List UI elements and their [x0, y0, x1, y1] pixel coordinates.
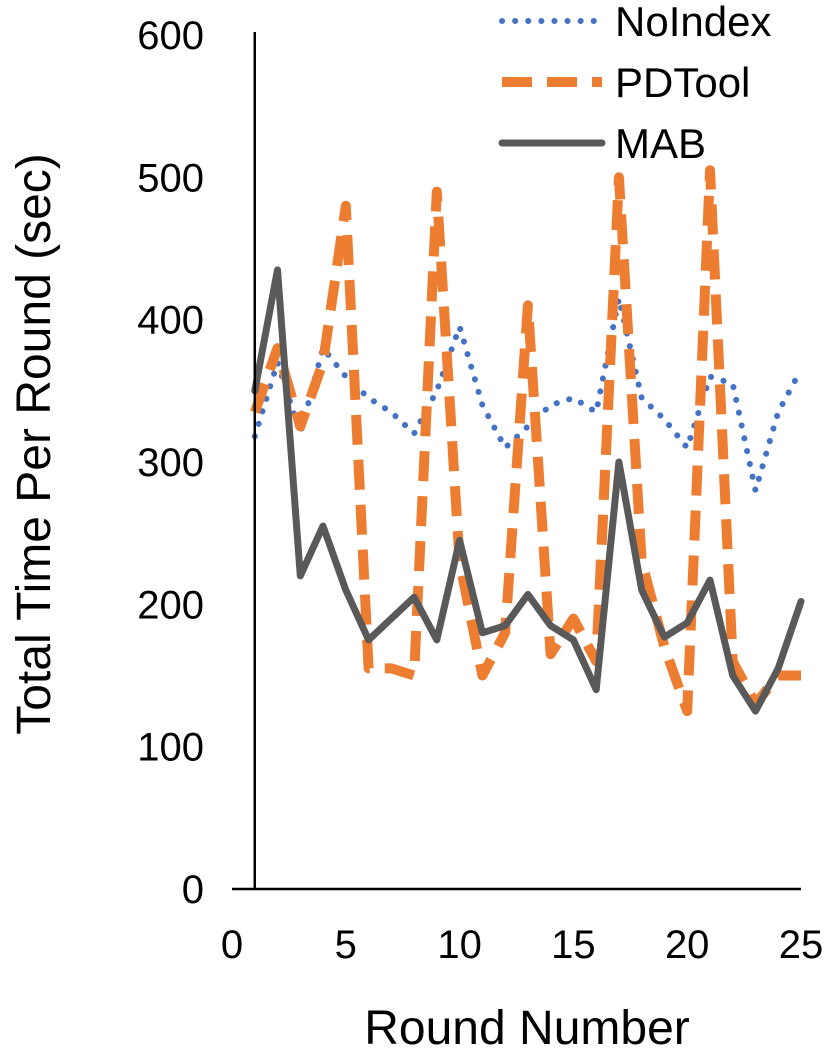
x-axis-title: Round Number — [364, 1002, 690, 1055]
legend: NoIndex PDTool MAB — [498, 0, 771, 167]
series-line-noindex — [251, 295, 804, 494]
y-tick-label: 0 — [182, 868, 204, 912]
x-tick-label: 25 — [779, 923, 824, 967]
x-tick-label: 10 — [437, 923, 482, 967]
y-tick-label: 300 — [137, 441, 204, 485]
x-tick-labels: 0 5 10 15 20 25 — [221, 923, 823, 967]
series-lines — [250, 165, 805, 717]
x-tick-label: 0 — [221, 923, 243, 967]
y-tick-labels: 0 100 200 300 400 500 600 — [137, 14, 204, 912]
x-tick-label: 15 — [551, 923, 596, 967]
legend-label-mab: MAB — [615, 120, 706, 167]
y-tick-label: 400 — [137, 299, 204, 343]
y-tick-label: 500 — [137, 156, 204, 200]
y-tick-label: 600 — [137, 14, 204, 58]
series-line-pdtool — [250, 165, 801, 717]
y-tick-label: 100 — [137, 726, 204, 770]
series-line-mab — [251, 266, 805, 715]
y-tick-label: 200 — [137, 583, 204, 627]
legend-label-pdtool: PDTool — [615, 59, 750, 106]
legend-label-noindex: NoIndex — [615, 0, 771, 45]
x-tick-label: 20 — [665, 923, 710, 967]
axes — [232, 32, 801, 891]
y-axis-title: Total Time Per Round (sec) — [8, 153, 61, 735]
x-tick-label: 5 — [335, 923, 357, 967]
